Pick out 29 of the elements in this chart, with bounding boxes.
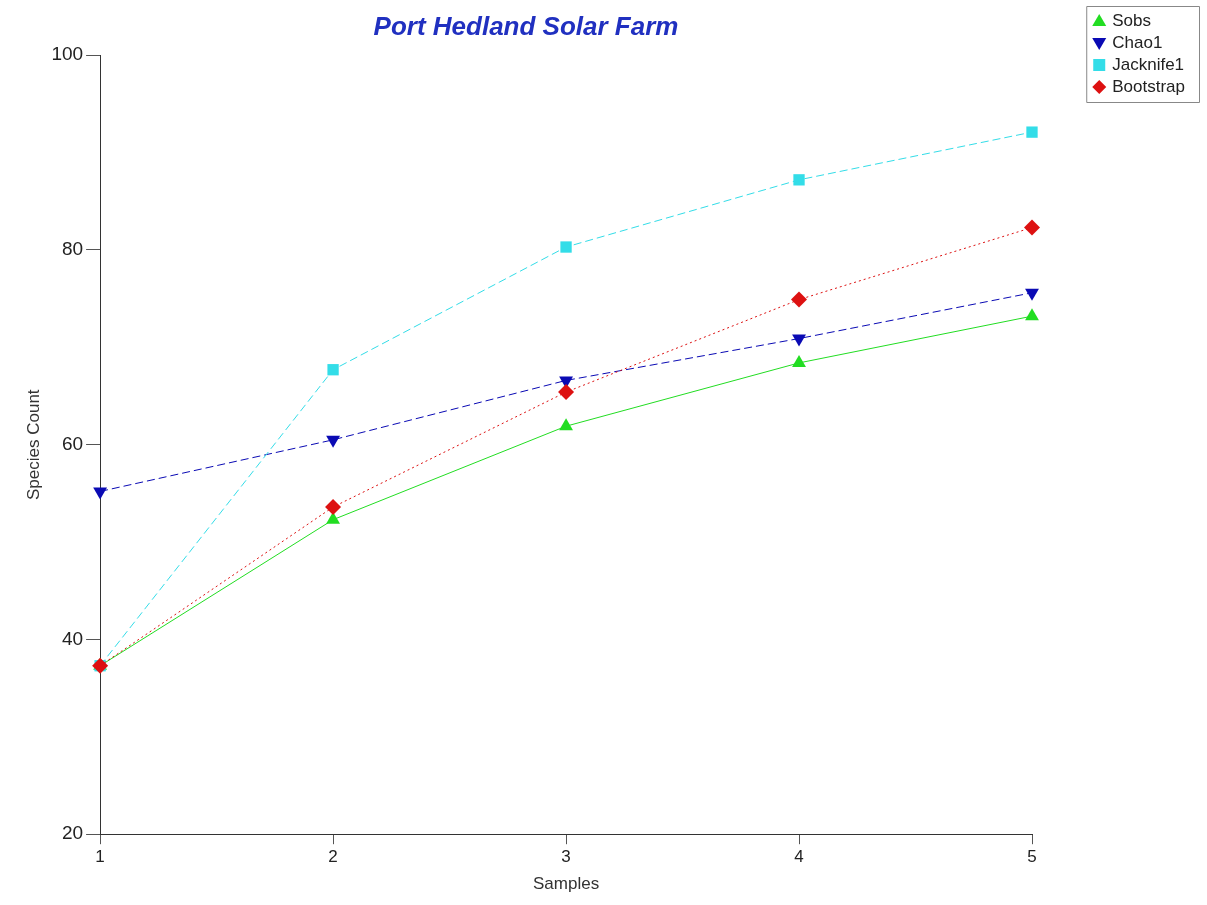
chart-title: Port Hedland Solar Farm bbox=[373, 10, 679, 41]
point bbox=[325, 499, 342, 516]
y-tick-label: 100 bbox=[51, 43, 84, 65]
point bbox=[327, 364, 339, 376]
point bbox=[1026, 126, 1038, 138]
y-tick-label: 40 bbox=[61, 627, 84, 649]
legend-label: Bootstrap bbox=[1112, 76, 1185, 96]
legend-label: Jacknife1 bbox=[1112, 54, 1185, 74]
point bbox=[560, 241, 572, 253]
x-tick-label: 4 bbox=[794, 847, 804, 867]
point bbox=[1024, 219, 1040, 236]
legend-label: Chao1 bbox=[1112, 32, 1163, 52]
x-axis-title: Samples bbox=[532, 874, 600, 894]
point bbox=[326, 435, 340, 448]
y-tick-label: 80 bbox=[61, 238, 84, 260]
x-tick-label: 1 bbox=[95, 847, 105, 867]
point bbox=[1025, 288, 1039, 301]
x-tick-label: 5 bbox=[1027, 847, 1037, 867]
y-axis-title: Species Count bbox=[23, 389, 43, 500]
point bbox=[93, 487, 108, 500]
legend-label: Sobs bbox=[1112, 10, 1151, 30]
x-tick-label: 3 bbox=[561, 847, 571, 867]
point bbox=[558, 384, 575, 401]
point bbox=[793, 174, 805, 186]
y-tick-label: 20 bbox=[61, 822, 84, 844]
point bbox=[791, 291, 808, 308]
point bbox=[792, 334, 806, 347]
y-tick-label: 60 bbox=[61, 432, 84, 454]
x-tick-label: 2 bbox=[328, 847, 338, 867]
